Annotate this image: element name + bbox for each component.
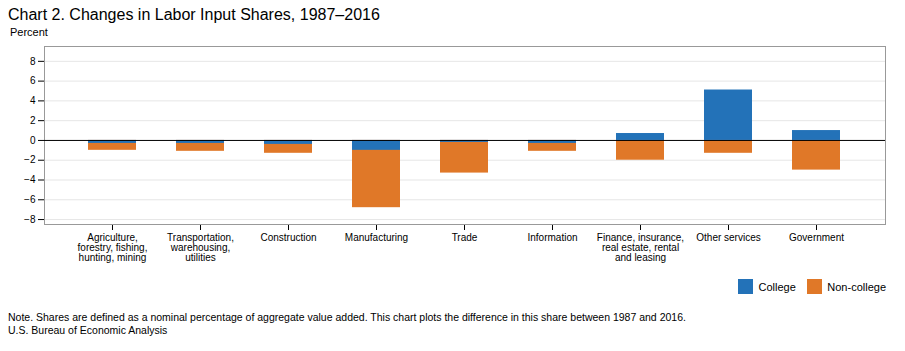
html-text:Chart 2. Changes in Labor Inpu: Chart 2. Changes in Labor Input Shares, … [8, 6, 380, 23]
svg-text:Government: Government [789, 232, 844, 243]
html-text:Non-college: Non-college [827, 280, 886, 293]
html-text:Percent: Percent [10, 26, 48, 38]
svg-text:0: 0 [30, 135, 36, 146]
svg-text:−6: −6 [24, 194, 36, 205]
svg-text:Information: Information [527, 232, 577, 243]
svg-text:Trade: Trade [452, 232, 478, 243]
svg-text:−8: −8 [24, 214, 36, 225]
svg-text:Construction: Construction [260, 232, 316, 243]
svg-text:8: 8 [30, 56, 36, 67]
svg-text:2: 2 [30, 115, 36, 126]
svg-text:4: 4 [30, 95, 36, 106]
svg-text:Transportation,warehousing,uti: Transportation,warehousing,utilities [167, 232, 234, 263]
svg-text:Agriculture,forestry, fishing,: Agriculture,forestry, fishing,hunting, m… [78, 232, 148, 263]
svg-text:−4: −4 [24, 174, 36, 185]
svg-text:−2: −2 [24, 154, 36, 165]
svg-text:Finance, insurance,real estate: Finance, insurance,real estate, rentalan… [597, 232, 684, 263]
svg-text:6: 6 [30, 75, 36, 86]
svg-text:Other services: Other services [696, 232, 760, 243]
html-text:College: College [758, 280, 796, 293]
svg-text:Manufacturing: Manufacturing [345, 232, 408, 243]
html-text:Note. Shares are defined as a: Note. Shares are defined as a nominal pe… [8, 310, 686, 337]
